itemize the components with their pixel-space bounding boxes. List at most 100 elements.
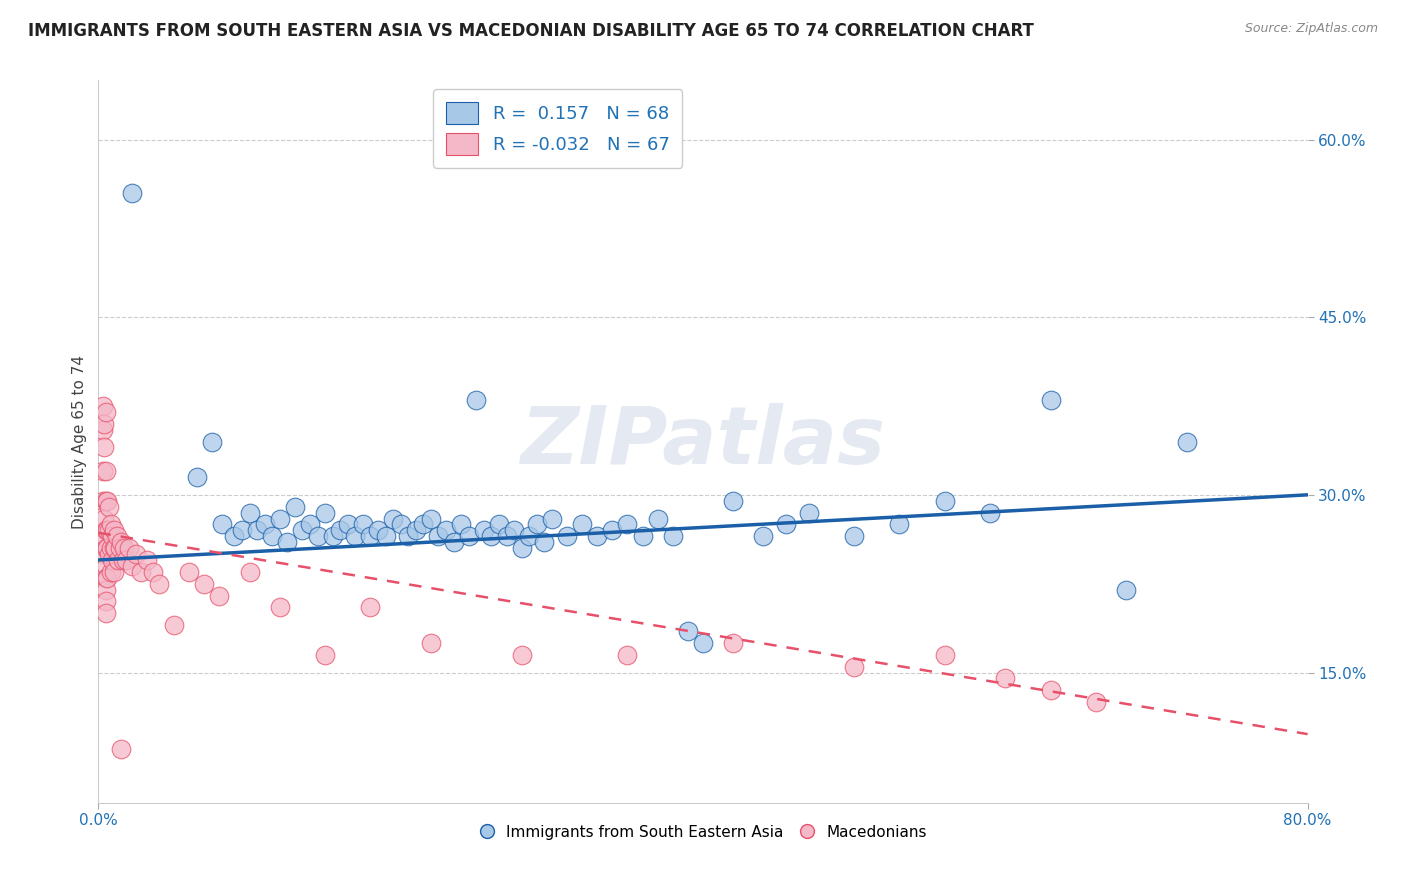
Point	[121, 558, 143, 573]
Point	[555, 529, 578, 543]
Point	[208, 589, 231, 603]
Point	[979, 506, 1001, 520]
Point	[91, 464, 114, 478]
Point	[179, 565, 201, 579]
Point	[752, 529, 775, 543]
Point	[420, 636, 443, 650]
Point	[450, 517, 472, 532]
Point	[101, 529, 124, 543]
Point	[586, 529, 609, 543]
Text: Source: ZipAtlas.com: Source: ZipAtlas.com	[1244, 22, 1378, 36]
Point	[163, 618, 186, 632]
Point	[94, 594, 117, 608]
Point	[457, 529, 479, 543]
Point	[94, 607, 117, 621]
Text: ZIPatlas: ZIPatlas	[520, 402, 886, 481]
Point	[224, 529, 246, 543]
Point	[100, 517, 122, 532]
Point	[1039, 393, 1062, 408]
Point	[517, 529, 540, 543]
Point	[93, 511, 115, 525]
Point	[692, 636, 714, 650]
Point	[405, 524, 427, 538]
Point	[96, 493, 118, 508]
Point	[94, 493, 117, 508]
Point	[352, 517, 374, 532]
Point	[94, 582, 117, 597]
Point	[434, 524, 457, 538]
Point	[360, 600, 382, 615]
Point	[121, 186, 143, 200]
Point	[135, 553, 157, 567]
Point	[389, 517, 412, 532]
Point	[91, 399, 114, 413]
Point	[96, 571, 118, 585]
Point	[91, 493, 114, 508]
Legend: Immigrants from South Eastern Asia, Macedonians: Immigrants from South Eastern Asia, Mace…	[472, 819, 934, 846]
Point	[93, 529, 115, 543]
Point	[465, 393, 488, 408]
Point	[100, 541, 122, 556]
Point	[1175, 434, 1198, 449]
Point	[276, 535, 298, 549]
Point	[129, 565, 152, 579]
Point	[329, 524, 352, 538]
Point	[503, 524, 526, 538]
Point	[103, 524, 125, 538]
Point	[211, 517, 233, 532]
Point	[723, 636, 745, 650]
Point	[526, 517, 548, 532]
Point	[269, 511, 291, 525]
Point	[994, 672, 1017, 686]
Point	[488, 517, 510, 532]
Point	[186, 470, 208, 484]
Point	[443, 535, 465, 549]
Point	[94, 464, 117, 478]
Point	[336, 517, 359, 532]
Point	[94, 571, 117, 585]
Point	[844, 659, 866, 673]
Point	[93, 441, 115, 455]
Point	[253, 517, 276, 532]
Point	[481, 529, 503, 543]
Point	[420, 511, 443, 525]
Point	[142, 565, 165, 579]
Point	[307, 529, 329, 543]
Point	[94, 524, 117, 538]
Point	[322, 529, 344, 543]
Point	[374, 529, 396, 543]
Point	[314, 648, 336, 662]
Point	[602, 524, 624, 538]
Point	[631, 529, 654, 543]
Point	[291, 524, 314, 538]
Point	[367, 524, 389, 538]
Point	[239, 506, 262, 520]
Point	[510, 648, 533, 662]
Point	[112, 541, 135, 556]
Point	[412, 517, 434, 532]
Point	[193, 576, 215, 591]
Point	[101, 553, 124, 567]
Point	[107, 553, 129, 567]
Point	[96, 524, 118, 538]
Point	[314, 506, 336, 520]
Point	[100, 565, 122, 579]
Point	[299, 517, 322, 532]
Point	[510, 541, 533, 556]
Point	[103, 565, 125, 579]
Point	[533, 535, 555, 549]
Point	[246, 524, 269, 538]
Point	[889, 517, 911, 532]
Point	[396, 529, 419, 543]
Point	[96, 541, 118, 556]
Point	[661, 529, 683, 543]
Point	[93, 547, 115, 561]
Point	[1085, 695, 1108, 709]
Point	[98, 547, 121, 561]
Point	[616, 648, 638, 662]
Point	[647, 511, 669, 525]
Point	[108, 541, 131, 556]
Point	[114, 553, 136, 567]
Text: IMMIGRANTS FROM SOUTH EASTERN ASIA VS MACEDONIAN DISABILITY AGE 65 TO 74 CORRELA: IMMIGRANTS FROM SOUTH EASTERN ASIA VS MA…	[28, 22, 1033, 40]
Point	[148, 576, 170, 591]
